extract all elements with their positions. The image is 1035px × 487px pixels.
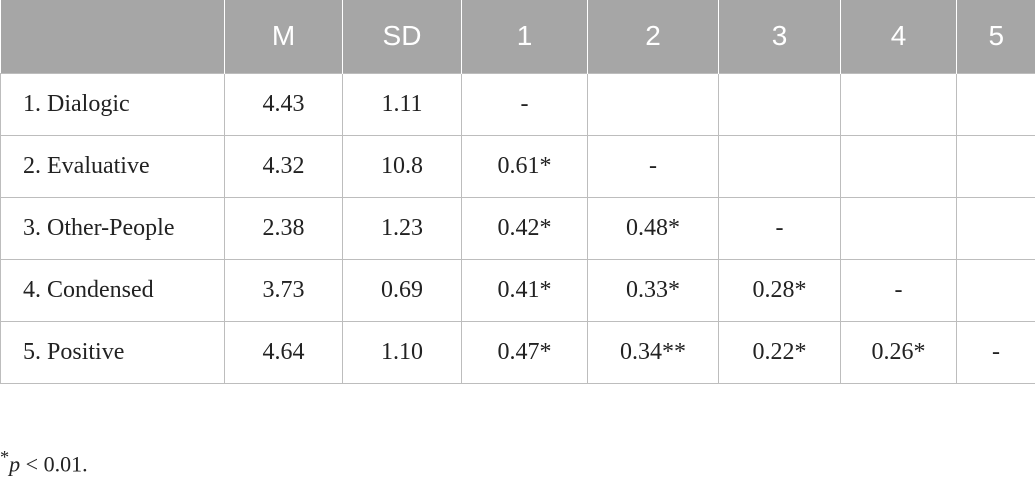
table-cell: 0.69	[342, 258, 462, 322]
table-cell: 0.41*	[461, 258, 588, 322]
row-label: 3. Other-People	[0, 196, 225, 260]
table-cell: 0.28*	[718, 258, 841, 322]
header-cell: 1	[461, 0, 588, 73]
table-cell: 0.47*	[461, 320, 588, 384]
table-cell: 4.43	[224, 72, 343, 136]
table-cell: 4.64	[224, 320, 343, 384]
table-cell	[718, 72, 841, 136]
table-row: 5. Positive 4.64 1.10 0.47* 0.34** 0.22* 0.26*…	[0, 320, 1035, 384]
table-cell: 1.23	[342, 196, 462, 260]
table-cell: 0.48*	[587, 196, 719, 260]
table-row: 2. Evaluative 4.32 10.8 0.61* -	[0, 134, 1035, 198]
correlation-table: M SD 1 2 3 4 5 1. Dialogic 4.43 1.11-2. Evaluati…	[0, 0, 1035, 384]
header-cell: 3	[718, 0, 841, 73]
header-cell: 2	[587, 0, 719, 73]
table-cell: 0.42*	[461, 196, 588, 260]
row-label: 1. Dialogic	[0, 72, 225, 136]
header-cell: 4	[840, 0, 957, 73]
table-cell	[840, 196, 957, 260]
table-cell: 0.61*	[461, 134, 588, 198]
footnote-marker: *	[0, 447, 10, 467]
table-cell: 0.34**	[587, 320, 719, 384]
table-cell: 2.38	[224, 196, 343, 260]
table-cell: 3.73	[224, 258, 343, 322]
table-cell: -	[956, 320, 1035, 384]
header-cell	[0, 0, 225, 73]
footnote-text: < 0.01.	[20, 451, 88, 477]
table-cell	[587, 72, 719, 136]
table-row: 3. Other-People 2.38 1.23 0.42* 0.48* -	[0, 196, 1035, 260]
table-cell: 1.11	[342, 72, 462, 136]
table-cell	[718, 134, 841, 198]
table-cell	[956, 134, 1035, 198]
row-label: 2. Evaluative	[0, 134, 225, 198]
table-cell: 1.10	[342, 320, 462, 384]
table-row: 1. Dialogic 4.43 1.11-	[0, 72, 1035, 136]
table-cell: 0.22*	[718, 320, 841, 384]
table-row: 4. Condensed 3.73 0.69 0.41* 0.33* 0.28* -	[0, 258, 1035, 322]
footnote: *p < 0.01.	[0, 447, 88, 477]
table-cell: -	[587, 134, 719, 198]
header-row: M SD 1 2 3 4 5	[0, 0, 1035, 73]
table-cell: 0.33*	[587, 258, 719, 322]
table-cell: 0.26*	[840, 320, 957, 384]
table-cell	[956, 72, 1035, 136]
table-cell	[956, 258, 1035, 322]
header-cell: M	[224, 0, 343, 73]
table-cell: 10.8	[342, 134, 462, 198]
table-cell: -	[718, 196, 841, 260]
table-cell: -	[461, 72, 588, 136]
table-cell	[840, 72, 957, 136]
table-body: 1. Dialogic 4.43 1.11-2. Evaluative 4.32 10.…	[0, 72, 1035, 384]
table-cell: -	[840, 258, 957, 322]
header-cell: SD	[342, 0, 462, 73]
footnote-variable: p	[9, 451, 21, 477]
table-cell: 4.32	[224, 134, 343, 198]
row-label: 5. Positive	[0, 320, 225, 384]
row-label: 4. Condensed	[0, 258, 225, 322]
table-cell	[956, 196, 1035, 260]
header-cell: 5	[956, 0, 1035, 73]
table-cell	[840, 134, 957, 198]
